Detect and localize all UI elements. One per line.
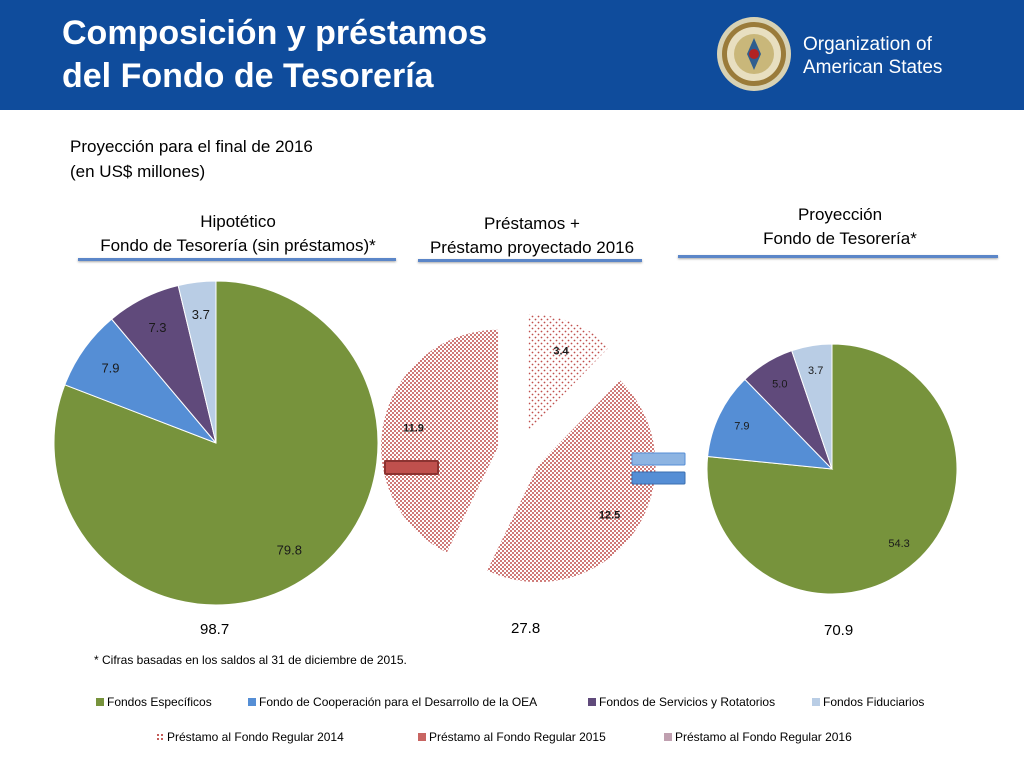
legend-row-funds: Fondos Específicos Fondo de Cooperación …: [0, 695, 1024, 713]
section-underline-middle: [418, 259, 642, 262]
pie-slice-value-label: 7.9: [101, 360, 119, 375]
section-heading-line-2: Fondo de Tesorería*: [763, 229, 917, 248]
pie-slice-value-label: 54.3: [888, 538, 909, 550]
page-title-line-1: Composición y préstamos: [62, 14, 488, 52]
organization-name-line-2: American States: [803, 57, 943, 78]
pie-slice-fondos-fiduciarios: [791, 343, 833, 470]
header-banner: Composición y préstamos del Fondo de Tes…: [0, 0, 1024, 110]
pie-slice-value-label: 12.5: [599, 510, 620, 522]
subtitle-line-1: Proyección para el final de 2016: [70, 137, 313, 156]
legend-item: Fondos de Servicios y Rotatorios: [588, 695, 775, 709]
equals-operator-top-icon: [631, 452, 686, 466]
legend-row-loans: Préstamo al Fondo Regular 2014 Préstamo …: [0, 730, 1024, 748]
section-heading-line-1: Préstamos +: [484, 214, 580, 233]
pie-slice-value-label: 7.9: [734, 420, 749, 432]
pie-slice-value-label: 11.9: [403, 422, 424, 434]
subtitle-line-2: (en US$ millones): [70, 162, 206, 181]
legend-swatch: [96, 698, 104, 706]
page-title: Composición y préstamos del Fondo de Tes…: [62, 12, 487, 98]
legend-swatch: [418, 733, 426, 741]
pie-chart-projection: 54.3 7.9 5.0 3.7: [706, 343, 958, 595]
pie-total-loans: 27.8: [511, 620, 541, 637]
minus-operator-icon: [384, 460, 439, 475]
pie-slice-value-label: 7.3: [148, 320, 166, 335]
section-heading-loans: Préstamos + Préstamo proyectado 2016: [412, 212, 652, 260]
legend-item: Fondos Específicos: [96, 695, 212, 709]
legend-item: Préstamo al Fondo Regular 2015: [418, 730, 606, 744]
pie-slice-fondo-de-cooperacion-para-el-desarrollo-de-la-oea: [707, 378, 834, 470]
legend-label: Fondos de Servicios y Rotatorios: [599, 695, 776, 709]
section-heading-hypothetical: Hipotético Fondo de Tesorería (sin prést…: [80, 210, 396, 258]
equals-operator-bottom-icon: [631, 471, 686, 485]
legend-label: Fondos Específicos: [107, 695, 212, 709]
pie-slice-fondos-fiduciarios: [177, 280, 217, 444]
legend-label: Préstamo al Fondo Regular 2014: [167, 730, 344, 744]
legend-item: Fondo de Cooperación para el Desarrollo …: [248, 695, 537, 709]
footnote: * Cifras basadas en los saldos al 31 de …: [94, 653, 407, 667]
pie-total-projection: 70.9: [824, 622, 854, 639]
legend-swatch: [588, 698, 596, 706]
pie-slice-value-label: 3.7: [192, 307, 210, 322]
page-title-line-2: del Fondo de Tesorería: [62, 57, 434, 95]
legend-label: Préstamo al Fondo Regular 2016: [675, 730, 852, 744]
legend-label: Fondos Fiduciarios: [823, 695, 925, 709]
section-underline-left: [78, 258, 396, 261]
pie-total-hypothetical: 98.7: [200, 621, 230, 638]
pie-chart-loans: 3.4 12.5 11.9: [380, 313, 657, 584]
legend-item: Préstamo al Fondo Regular 2014: [156, 730, 344, 744]
chart-subtitle: Proyección para el final de 2016 (en US$…: [70, 134, 313, 184]
section-heading-line-1: Proyección: [797, 205, 883, 224]
pie-slice-value-label: 5.0: [772, 379, 787, 391]
organization-name-line-1: Organization of: [803, 34, 932, 55]
organization-name: Organization of American States: [803, 33, 942, 79]
legend-item: Fondos Fiduciarios: [812, 695, 924, 709]
section-heading-line-2: Préstamo proyectado 2016: [429, 238, 635, 257]
pie-slice-prestamo-al-fondo-regular-2015: [380, 328, 500, 554]
legend-label: Préstamo al Fondo Regular 2015: [429, 730, 606, 744]
pie-slice-value-label: 79.8: [277, 542, 302, 557]
oas-seal-logo: [717, 17, 791, 91]
pie-slice-prestamo-al-fondo-regular-2014: [527, 313, 611, 433]
legend-label: Fondo de Cooperación para el Desarrollo …: [259, 695, 538, 709]
legend-swatch: [812, 698, 820, 706]
legend-swatch: [664, 733, 672, 741]
pie-slice-value-label: 3.7: [808, 365, 823, 377]
pie-chart-hypothetical: 79.8 7.9 7.3 3.7: [53, 280, 379, 606]
legend-swatch: [156, 733, 164, 741]
pie-slice-value-label: 3.4: [553, 346, 569, 358]
legend-item: Préstamo al Fondo Regular 2016: [664, 730, 852, 744]
section-underline-right: [678, 255, 998, 258]
legend-swatch: [248, 698, 256, 706]
section-heading-projection: Proyección Fondo de Tesorería*: [690, 203, 990, 251]
section-heading-line-1: Hipotético: [200, 212, 276, 231]
section-heading-line-2: Fondo de Tesorería (sin préstamos)*: [100, 236, 376, 255]
pie-slice-prestamo-al-fondo-regular-2015: [485, 379, 657, 584]
